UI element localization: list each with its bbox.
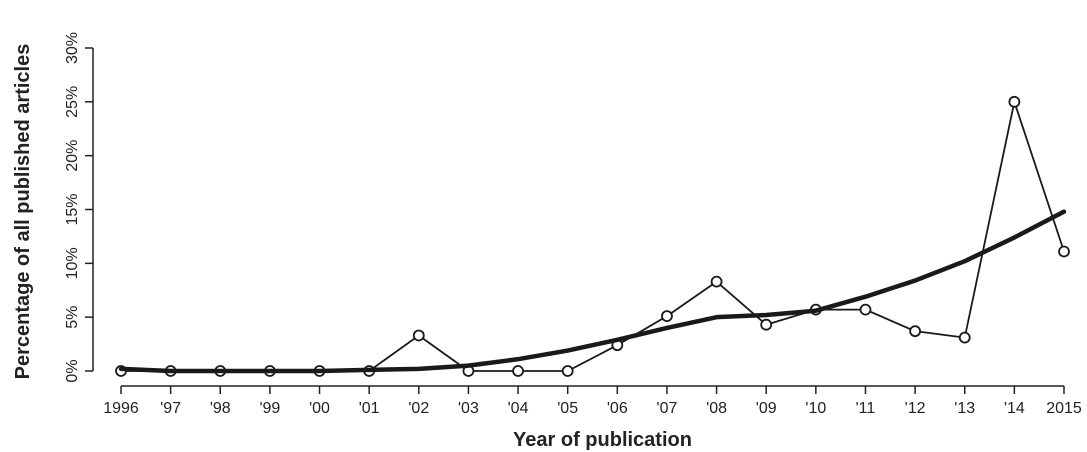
x-tick-label: '01 (359, 400, 380, 417)
data-point (1008, 95, 1021, 108)
data-point (1058, 245, 1070, 258)
x-tick-label: '09 (756, 400, 777, 417)
data-point (909, 325, 922, 338)
x-tick-label: '13 (954, 400, 975, 417)
data-point (512, 365, 524, 377)
y-tick-label: 0% (64, 359, 81, 382)
x-tick-label: '07 (657, 400, 678, 417)
x-tick-label: '12 (905, 400, 926, 417)
x-tick-label: '00 (309, 400, 330, 417)
x-tick-label: 1996 (103, 400, 139, 417)
trend-line (118, 209, 1067, 374)
x-tick-label: '02 (408, 400, 429, 417)
data-line (120, 100, 1065, 372)
x-tick-label: '05 (557, 400, 578, 417)
x-tick-label: '08 (706, 400, 727, 417)
x-tick-label: '11 (856, 400, 876, 417)
data-point (859, 303, 872, 316)
y-axis: 0% 5% 10% 15% 20% 25% 30% (64, 32, 94, 383)
data-point (561, 365, 574, 377)
x-tick-label: '06 (607, 400, 628, 417)
data-point (958, 331, 971, 344)
data-point (710, 275, 723, 288)
data-point (661, 310, 673, 322)
x-tick-label: '03 (458, 400, 479, 417)
y-tick-label: 20% (64, 140, 81, 172)
series-layer (115, 95, 1070, 377)
x-axis-title: Year of publication (513, 429, 692, 451)
data-point (412, 329, 425, 342)
x-tick-label: '99 (259, 400, 280, 417)
y-tick-label: 10% (64, 247, 81, 279)
x-tick-label: '98 (210, 400, 231, 417)
data-point (760, 318, 773, 331)
x-tick-label: 2015 (1046, 400, 1082, 417)
y-tick-label: 30% (64, 32, 81, 64)
x-tick-label: '04 (508, 400, 529, 417)
y-tick-label: 15% (64, 193, 81, 225)
y-tick-label: 25% (64, 86, 81, 118)
x-axis: 1996 '97 '98 '99 '00 '01 '02 '03 '04 '05 '06 '07 '08… (103, 385, 1082, 417)
x-tick-label: '97 (160, 400, 181, 417)
x-tick-label: '10 (805, 400, 826, 417)
y-tick-label: 5% (64, 306, 81, 329)
y-axis-title: Percentage of all published articles (12, 44, 34, 380)
x-tick-label: '14 (1004, 400, 1025, 417)
